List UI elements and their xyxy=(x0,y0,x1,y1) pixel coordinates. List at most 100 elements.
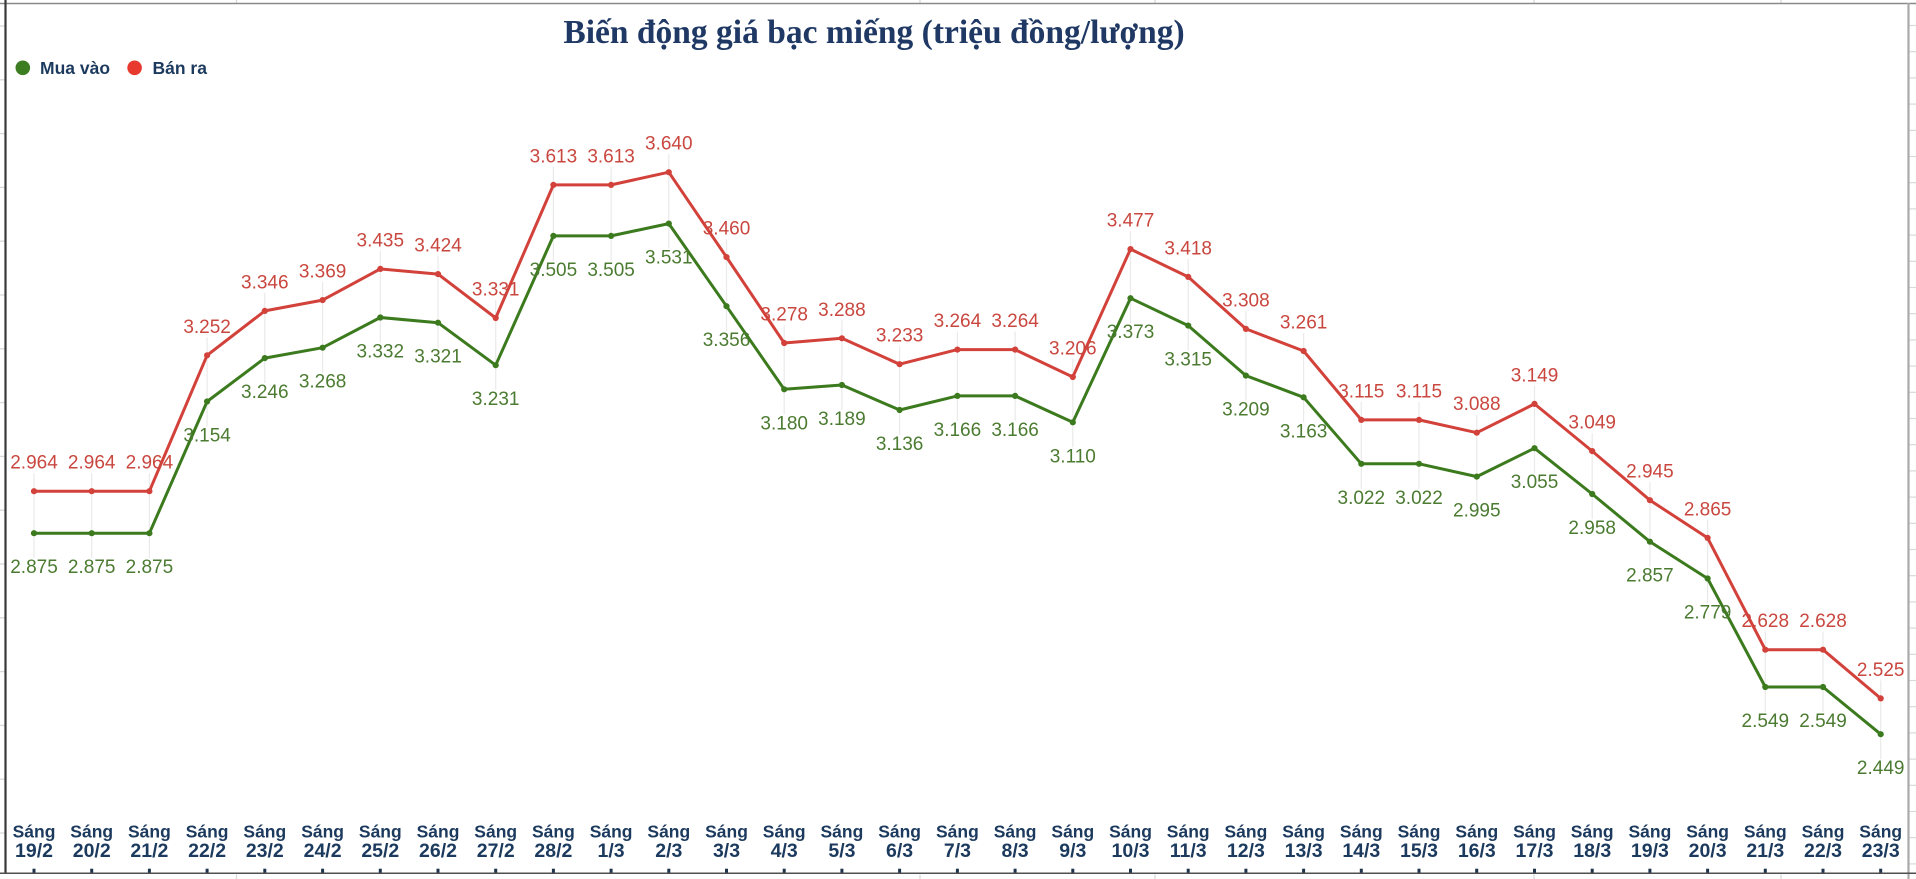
svg-text:Sáng: Sáng xyxy=(1398,822,1441,842)
svg-text:2.995: 2.995 xyxy=(1453,501,1501,522)
svg-text:3.613: 3.613 xyxy=(530,146,578,167)
svg-text:6/3: 6/3 xyxy=(886,840,913,862)
svg-text:17/3: 17/3 xyxy=(1516,840,1554,862)
svg-text:Sáng: Sáng xyxy=(1109,822,1152,842)
svg-text:Sáng: Sáng xyxy=(647,822,690,842)
svg-text:3.189: 3.189 xyxy=(818,409,866,430)
svg-text:2.449: 2.449 xyxy=(1857,758,1905,779)
svg-text:3.264: 3.264 xyxy=(934,311,982,332)
svg-text:Mua vào: Mua vào xyxy=(40,58,110,78)
svg-text:3.115: 3.115 xyxy=(1338,381,1384,402)
svg-text:3.640: 3.640 xyxy=(645,134,693,155)
svg-text:3.613: 3.613 xyxy=(587,146,635,167)
svg-text:3.346: 3.346 xyxy=(241,272,289,293)
svg-text:2.964: 2.964 xyxy=(126,453,174,474)
svg-text:3.331: 3.331 xyxy=(472,280,520,301)
svg-text:3.166: 3.166 xyxy=(991,420,1039,441)
svg-text:3.477: 3.477 xyxy=(1107,211,1155,232)
svg-text:Biến động giá bạc miếng (triệu: Biến động giá bạc miếng (triệu đồng/lượn… xyxy=(563,14,1184,51)
svg-text:Sáng: Sáng xyxy=(532,822,575,842)
svg-text:Sáng: Sáng xyxy=(1513,822,1556,842)
svg-text:8/3: 8/3 xyxy=(1002,840,1029,862)
svg-text:3.505: 3.505 xyxy=(587,260,635,281)
svg-text:2.549: 2.549 xyxy=(1799,711,1847,732)
svg-text:12/3: 12/3 xyxy=(1227,840,1265,862)
svg-text:11/3: 11/3 xyxy=(1170,840,1207,862)
svg-text:2.779: 2.779 xyxy=(1684,603,1732,624)
svg-text:Sáng: Sáng xyxy=(1167,822,1210,842)
svg-text:3.049: 3.049 xyxy=(1568,413,1616,434)
svg-text:19/3: 19/3 xyxy=(1631,840,1669,862)
svg-text:22/3: 22/3 xyxy=(1804,840,1842,862)
svg-text:3.246: 3.246 xyxy=(241,382,289,403)
svg-text:3.022: 3.022 xyxy=(1395,488,1443,509)
svg-text:19/2: 19/2 xyxy=(15,840,53,862)
svg-text:22/2: 22/2 xyxy=(188,840,226,862)
svg-text:2.875: 2.875 xyxy=(10,557,58,578)
svg-text:Sáng: Sáng xyxy=(417,822,460,842)
svg-text:Sáng: Sáng xyxy=(1571,822,1614,842)
svg-text:2.865: 2.865 xyxy=(1684,499,1732,520)
svg-text:2.958: 2.958 xyxy=(1568,518,1616,539)
svg-text:4/3: 4/3 xyxy=(771,840,798,862)
svg-text:3.088: 3.088 xyxy=(1453,394,1501,415)
svg-text:5/3: 5/3 xyxy=(828,840,855,862)
svg-text:13/3: 13/3 xyxy=(1285,840,1323,862)
svg-text:3.231: 3.231 xyxy=(472,389,520,410)
svg-text:23/3: 23/3 xyxy=(1862,840,1900,862)
svg-text:3.505: 3.505 xyxy=(530,260,578,281)
svg-text:3.166: 3.166 xyxy=(934,420,982,441)
svg-text:Sáng: Sáng xyxy=(1455,822,1498,842)
svg-text:Sáng: Sáng xyxy=(1629,822,1672,842)
svg-text:3.460: 3.460 xyxy=(703,219,751,240)
svg-text:3/3: 3/3 xyxy=(713,840,740,862)
svg-text:Sáng: Sáng xyxy=(994,822,1037,842)
svg-text:3.180: 3.180 xyxy=(760,413,808,434)
svg-text:2.628: 2.628 xyxy=(1742,611,1790,632)
svg-text:2.964: 2.964 xyxy=(68,453,116,474)
svg-text:3.149: 3.149 xyxy=(1511,365,1559,386)
svg-text:Sáng: Sáng xyxy=(1282,822,1325,842)
svg-text:3.373: 3.373 xyxy=(1107,322,1155,343)
svg-text:Sáng: Sáng xyxy=(1225,822,1268,842)
svg-text:2.964: 2.964 xyxy=(10,453,58,474)
svg-text:3.154: 3.154 xyxy=(183,426,231,447)
svg-text:26/2: 26/2 xyxy=(419,840,457,862)
svg-text:3.424: 3.424 xyxy=(414,236,462,257)
svg-text:Sáng: Sáng xyxy=(301,822,344,842)
svg-text:16/3: 16/3 xyxy=(1458,840,1496,862)
svg-text:3.233: 3.233 xyxy=(876,326,924,347)
svg-text:Sáng: Sáng xyxy=(13,822,56,842)
svg-text:Sáng: Sáng xyxy=(705,822,748,842)
svg-text:18/3: 18/3 xyxy=(1573,840,1611,862)
svg-text:3.022: 3.022 xyxy=(1338,488,1386,509)
svg-text:Sáng: Sáng xyxy=(359,822,402,842)
svg-text:3.435: 3.435 xyxy=(357,230,405,251)
svg-text:2.875: 2.875 xyxy=(126,557,174,578)
svg-text:3.418: 3.418 xyxy=(1164,238,1212,259)
svg-text:Sáng: Sáng xyxy=(474,822,517,842)
svg-text:1/3: 1/3 xyxy=(598,840,625,862)
svg-text:3.278: 3.278 xyxy=(760,305,808,326)
svg-text:3.264: 3.264 xyxy=(991,311,1039,332)
svg-text:14/3: 14/3 xyxy=(1342,840,1380,862)
svg-text:15/3: 15/3 xyxy=(1400,840,1438,862)
svg-text:3.332: 3.332 xyxy=(357,342,405,363)
svg-text:20/2: 20/2 xyxy=(73,840,111,862)
svg-text:Sáng: Sáng xyxy=(186,822,229,842)
svg-text:Sáng: Sáng xyxy=(243,822,286,842)
svg-text:Sáng: Sáng xyxy=(1744,822,1787,842)
svg-text:3.209: 3.209 xyxy=(1222,400,1270,421)
svg-text:Sáng: Sáng xyxy=(936,822,979,842)
svg-text:10/3: 10/3 xyxy=(1112,840,1150,862)
svg-text:Sáng: Sáng xyxy=(1859,822,1902,842)
svg-text:Sáng: Sáng xyxy=(128,822,171,842)
svg-text:7/3: 7/3 xyxy=(944,840,971,862)
svg-text:27/2: 27/2 xyxy=(477,840,515,862)
svg-text:Sáng: Sáng xyxy=(1340,822,1383,842)
svg-text:3.531: 3.531 xyxy=(645,248,693,269)
svg-text:21/2: 21/2 xyxy=(130,840,168,862)
svg-text:28/2: 28/2 xyxy=(534,840,572,862)
svg-text:3.261: 3.261 xyxy=(1280,313,1328,334)
svg-text:3.055: 3.055 xyxy=(1511,472,1559,493)
